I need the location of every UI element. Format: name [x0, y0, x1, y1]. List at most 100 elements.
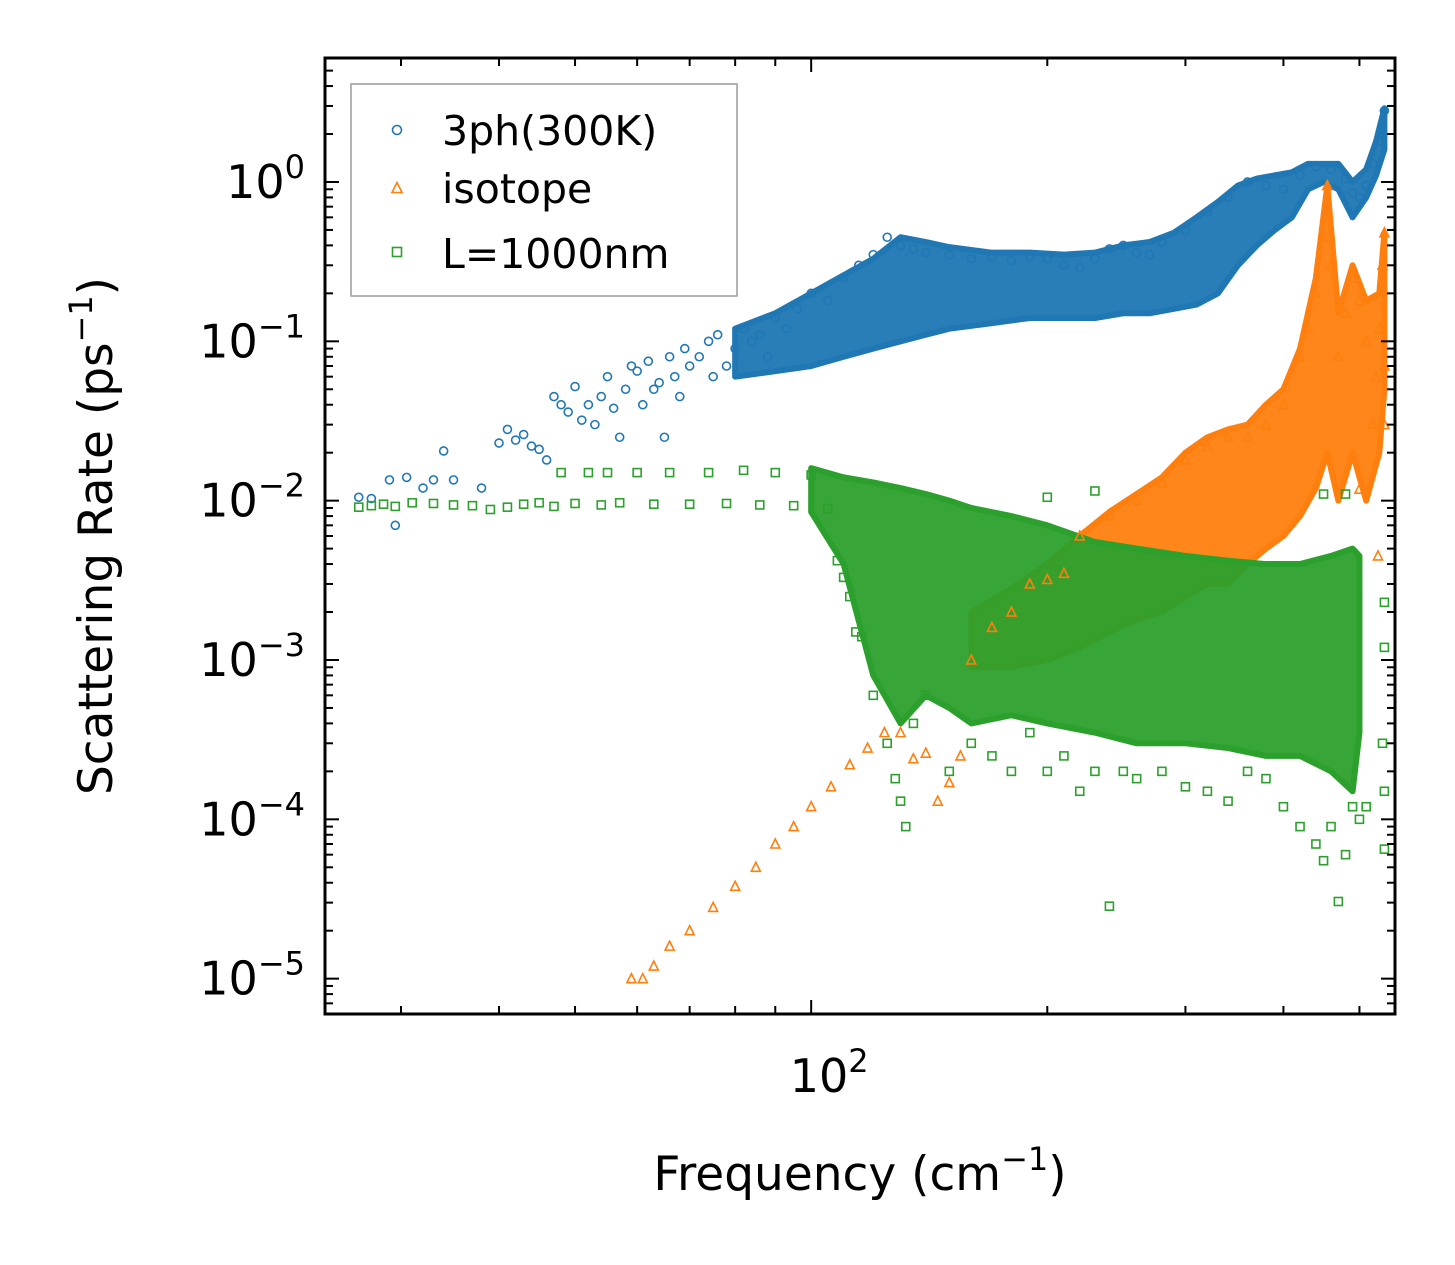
series-2-point	[890, 773, 901, 784]
series-1-point	[894, 725, 907, 738]
series-2-point	[838, 572, 849, 583]
series-0-point	[401, 472, 412, 483]
y-tick-label: 10−4	[199, 785, 305, 846]
series-0-point	[966, 253, 977, 264]
series-2-point	[1340, 489, 1351, 499]
series-2-point	[556, 467, 566, 478]
series-0-point	[1118, 240, 1129, 251]
legend-label-isotope: isotope	[442, 165, 592, 213]
series-0-point	[1059, 260, 1069, 271]
series-2-point	[518, 499, 529, 510]
series-1-point	[1378, 417, 1391, 430]
series-2-point	[614, 497, 625, 508]
series-1-point	[1325, 258, 1337, 271]
series-2-point	[366, 500, 377, 511]
series-2-point	[882, 738, 892, 749]
series-1-point	[1339, 306, 1352, 319]
series-2-point	[1278, 801, 1289, 812]
series-0-point	[703, 336, 714, 347]
legend-box	[350, 83, 738, 297]
series-0-point	[654, 377, 664, 388]
series-2-point	[832, 555, 843, 566]
series-0-point	[1202, 206, 1213, 217]
series-0-point	[1377, 119, 1388, 130]
series-2-point	[1347, 801, 1358, 812]
series-2-point	[1157, 766, 1167, 777]
series-2-point	[485, 504, 496, 515]
series-0-point	[1368, 159, 1378, 169]
series-0-point	[418, 483, 428, 493]
series-0-point	[366, 493, 377, 504]
series-2-point	[1361, 801, 1371, 812]
series-2-point	[1025, 727, 1035, 738]
series-0-point	[1261, 180, 1271, 191]
series-0-point	[674, 391, 685, 402]
series-0-point	[1006, 256, 1017, 266]
series-2-point	[1340, 849, 1351, 860]
series-2-point	[1131, 773, 1142, 784]
series-0-point	[822, 295, 833, 306]
series-1-point	[647, 959, 660, 971]
series-0-point	[510, 435, 521, 445]
series-0-point	[868, 249, 879, 260]
series-2-point	[806, 470, 816, 480]
series-0-point	[1104, 244, 1115, 254]
series-2-point	[583, 467, 594, 478]
series-2-point	[549, 501, 559, 512]
series-0-point	[626, 361, 637, 371]
series-1-point	[1041, 572, 1054, 585]
series-0-point	[1340, 173, 1351, 184]
legend[interactable]: 3ph(300K) isotope L=1000nm	[350, 83, 738, 297]
y-tick-label: 10−1	[199, 307, 305, 368]
series-1-point	[1130, 493, 1143, 506]
series-1-point	[805, 799, 817, 812]
series-0-band	[732, 105, 1388, 380]
series-0-point	[1180, 225, 1191, 235]
series-2-point	[868, 690, 879, 701]
series-0-point	[576, 415, 587, 425]
series-2-point	[648, 499, 659, 510]
series-1-point	[1222, 430, 1234, 443]
series-2-point	[1059, 751, 1069, 761]
series-2-point	[1333, 896, 1344, 907]
series-2-point	[1074, 786, 1085, 797]
series-0-point	[754, 329, 765, 340]
tick-labels: 100 10−1 10−2 10−3 10−4 10−5 102	[199, 148, 868, 1103]
series-2-point	[788, 500, 799, 511]
series-2-point	[1326, 821, 1336, 832]
series-0-point	[712, 329, 723, 340]
series-1-point	[1302, 321, 1314, 334]
series-2-point	[738, 465, 749, 476]
series-0-point	[448, 475, 459, 485]
series-0-point	[1074, 262, 1085, 273]
series-2-point	[703, 467, 714, 478]
series-1-point	[1058, 566, 1070, 579]
series-1-point	[1378, 359, 1391, 371]
series-0-point	[664, 351, 675, 362]
series-0-point	[1295, 170, 1305, 181]
series-2-point	[467, 500, 478, 511]
series-0-point	[353, 492, 364, 503]
series-0-point	[476, 483, 487, 493]
series-2-point	[502, 502, 513, 512]
series-0-point	[590, 419, 600, 430]
series-2-point	[1180, 781, 1191, 792]
series-0-point	[1278, 184, 1289, 195]
series-2-point	[1379, 844, 1390, 854]
series-2-point	[1377, 738, 1388, 749]
series-0-point	[669, 371, 680, 382]
series-0-point	[602, 371, 613, 382]
series-2-point	[1295, 821, 1305, 832]
series-2-point	[390, 501, 401, 512]
series-0-point	[792, 303, 803, 314]
series-0-point	[1157, 237, 1167, 247]
series-0-point	[583, 399, 594, 410]
series-1-point	[1156, 475, 1168, 488]
series-0-point	[596, 391, 607, 402]
series-2-point	[1223, 796, 1233, 806]
series-2-point	[448, 500, 459, 510]
series-1-point	[787, 819, 800, 832]
series-1-point	[1103, 509, 1116, 521]
series-0-point	[944, 249, 955, 260]
series-0-point	[1242, 177, 1253, 187]
